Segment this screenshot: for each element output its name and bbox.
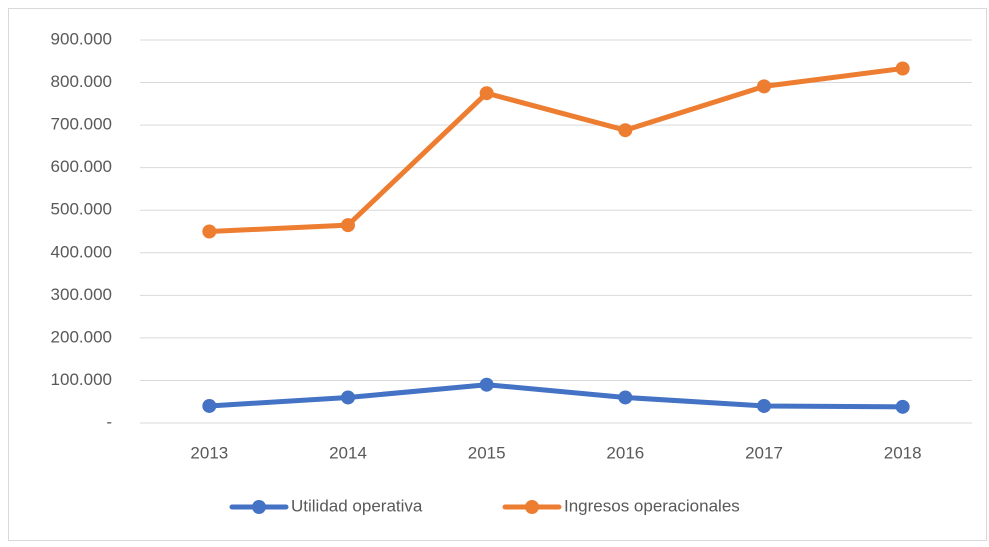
legend-marker — [525, 500, 539, 514]
y-tick-label: 600.000 — [51, 157, 112, 176]
x-tick-label: 2015 — [468, 443, 506, 462]
marker — [895, 399, 910, 414]
y-tick-label: - — [106, 412, 112, 431]
marker — [757, 398, 771, 413]
x-tick-label: 2018 — [884, 443, 922, 462]
marker — [202, 224, 217, 239]
legend-label: Ingresos operacionales — [564, 496, 740, 515]
x-tick-label: 2016 — [606, 443, 644, 462]
marker — [202, 398, 217, 413]
marker — [895, 61, 910, 76]
y-tick-label: 800.000 — [51, 72, 112, 91]
marker — [479, 377, 494, 392]
y-tick-label: 700.000 — [51, 115, 112, 134]
y-tick-label: 900.000 — [51, 29, 112, 48]
y-tick-label: 200.000 — [51, 327, 112, 346]
marker — [341, 390, 355, 405]
marker — [479, 86, 494, 101]
y-tick-label: 400.000 — [51, 242, 112, 261]
y-tick-label: 100.000 — [51, 370, 112, 389]
marker — [757, 79, 771, 94]
x-tick-label: 2014 — [329, 443, 367, 462]
legend-marker — [252, 500, 266, 514]
y-tick-label: 500.000 — [51, 200, 112, 219]
x-tick-label: 2017 — [745, 443, 783, 462]
marker — [341, 218, 355, 233]
legend-label: Utilidad operativa — [291, 496, 423, 515]
x-tick-label: 2013 — [190, 443, 228, 462]
series-line — [206, 66, 906, 234]
marker — [618, 390, 633, 405]
y-tick-label: 300.000 — [51, 285, 112, 304]
series-line — [206, 382, 906, 410]
marker — [618, 123, 633, 138]
